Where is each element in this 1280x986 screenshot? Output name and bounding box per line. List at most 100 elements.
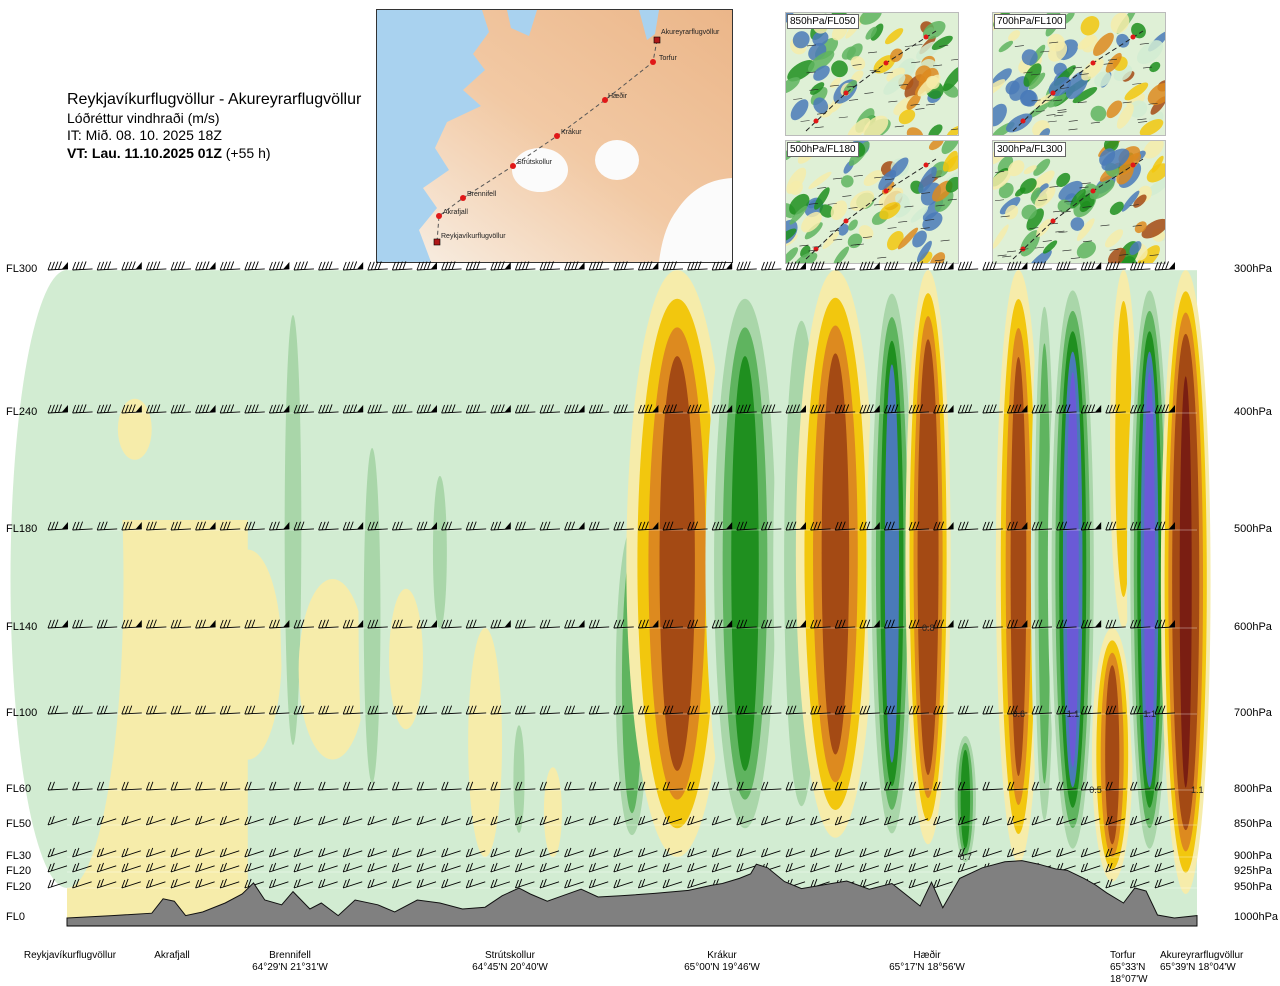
- wind-barb-feather: [1105, 848, 1110, 858]
- wind-barb-feather: [883, 705, 888, 715]
- thumb-field-patch: [1110, 13, 1130, 34]
- wind-barb-feather: [198, 815, 203, 825]
- wind-barb: [72, 705, 93, 715]
- wind-barb-feather: [145, 521, 150, 531]
- wind-barb: [1129, 847, 1150, 858]
- wind-barb-feather: [1010, 815, 1015, 825]
- wind-barb-feather: [170, 521, 175, 531]
- wind-barb-pennant: [1021, 261, 1028, 269]
- wind-barb-feather: [1031, 521, 1036, 531]
- wind-barb: [982, 619, 1003, 629]
- wind-barb-feather: [736, 404, 741, 414]
- wind-barb-feather: [490, 261, 495, 271]
- wind-barb: [1031, 261, 1052, 271]
- wind-barb-feather: [353, 404, 358, 413]
- wind-barb-feather: [244, 863, 249, 873]
- wind-barb-feather: [792, 705, 797, 714]
- wind-barb-feather: [985, 847, 990, 857]
- wind-barb-feather: [785, 816, 790, 826]
- wind-barb-shaft: [293, 411, 314, 414]
- wind-barb-feather: [79, 404, 84, 413]
- wind-barb-feather: [75, 847, 80, 857]
- wind-barb-feather: [820, 404, 825, 413]
- terrain-fill: [66, 860, 1198, 927]
- wind-barb-feather: [890, 521, 895, 530]
- wind-barb-shaft: [933, 818, 953, 826]
- wind-barb-feather: [539, 619, 544, 629]
- thumb-field-patch: [786, 247, 799, 263]
- wind-barb: [637, 261, 659, 271]
- wind-barb-feather: [325, 261, 330, 270]
- wind-barb: [121, 261, 142, 271]
- wind-barb-feather: [866, 261, 871, 270]
- wind-barb-feather: [318, 521, 323, 531]
- wind-barb-feather: [789, 619, 793, 628]
- wind-barb-feather: [718, 261, 723, 270]
- wind-barb: [810, 261, 831, 271]
- wind-barb: [47, 261, 68, 271]
- wind-barb: [72, 261, 93, 271]
- wind-barb-feather: [1087, 404, 1092, 413]
- wind-barb-feather: [813, 705, 818, 714]
- wind-barb-shaft: [859, 712, 880, 715]
- wind-barb-feather: [268, 261, 273, 271]
- thumb-barb: [809, 88, 819, 91]
- wind-barb-shaft: [392, 881, 412, 889]
- wind-barb-feather: [637, 705, 642, 715]
- wind-barb-feather: [226, 261, 231, 270]
- wind-barb-feather: [1084, 261, 1089, 270]
- wind-barb-feather: [219, 816, 224, 826]
- wind-barb: [293, 815, 314, 826]
- wind-barb-feather: [296, 862, 301, 872]
- wind-barb-feather: [497, 619, 502, 628]
- wind-barb-shaft: [1031, 411, 1052, 414]
- wind-barb-feather: [789, 705, 793, 714]
- thumb-barb: [1107, 58, 1117, 61]
- wind-barb-shaft: [662, 528, 683, 531]
- wind-barb-feather: [1034, 847, 1039, 857]
- wind-barb-shaft: [441, 818, 461, 826]
- thumb-barb: [1103, 63, 1113, 65]
- wind-barb: [1056, 521, 1077, 531]
- wind-barb: [219, 815, 240, 826]
- wind-barb-feather: [588, 261, 593, 271]
- thumb-barb: [1006, 250, 1017, 253]
- thumb-700hpa[interactable]: 700hPa/FL100: [992, 12, 1166, 136]
- wind-barb-feather: [641, 261, 646, 270]
- wind-barb-feather: [149, 815, 154, 825]
- wind-barb: [883, 847, 904, 858]
- wind-barb-feather: [247, 847, 252, 857]
- thumb-waypoint: [1020, 118, 1026, 124]
- wind-barb-feather: [592, 261, 597, 270]
- thumb-waypoint: [883, 188, 889, 194]
- thumb-field-patch: [1121, 190, 1140, 212]
- thumb-850hpa[interactable]: 850hPa/FL050: [785, 12, 959, 136]
- wind-barb-feather: [1035, 404, 1039, 413]
- wind-barb-shaft: [343, 626, 364, 629]
- wind-barb-feather: [402, 261, 407, 270]
- wind-barb: [145, 815, 166, 826]
- wind-barb-feather: [96, 816, 101, 826]
- wind-barb-feather: [912, 404, 916, 413]
- wind-barb: [72, 619, 93, 629]
- wind-barb-feather: [244, 879, 249, 889]
- wind-barb-feather: [789, 261, 793, 270]
- wind-barb-feather: [869, 404, 874, 413]
- wind-barb-feather: [1013, 705, 1018, 714]
- thumb-barb: [950, 59, 958, 61]
- value-label: 0.6: [1012, 709, 1025, 719]
- wind-barb-feather: [662, 521, 667, 531]
- wind-barb-shaft: [908, 528, 929, 531]
- wind-barb-feather: [121, 781, 126, 791]
- thumb-300hpa[interactable]: 300hPa/FL300: [992, 140, 1166, 264]
- wind-barb-feather: [595, 619, 600, 628]
- location-coord: 64°29'N 21°31'W: [252, 962, 328, 973]
- thumb-field-patch: [813, 97, 829, 114]
- thumb-500hpa[interactable]: 500hPa/FL180: [785, 140, 959, 264]
- wind-barb: [736, 815, 756, 826]
- wind-barb-feather: [297, 705, 301, 714]
- wind-barb-feather: [567, 261, 572, 270]
- wind-barb: [219, 878, 240, 889]
- wind-barb-shaft: [539, 865, 560, 873]
- wind-barb-shaft: [835, 268, 856, 271]
